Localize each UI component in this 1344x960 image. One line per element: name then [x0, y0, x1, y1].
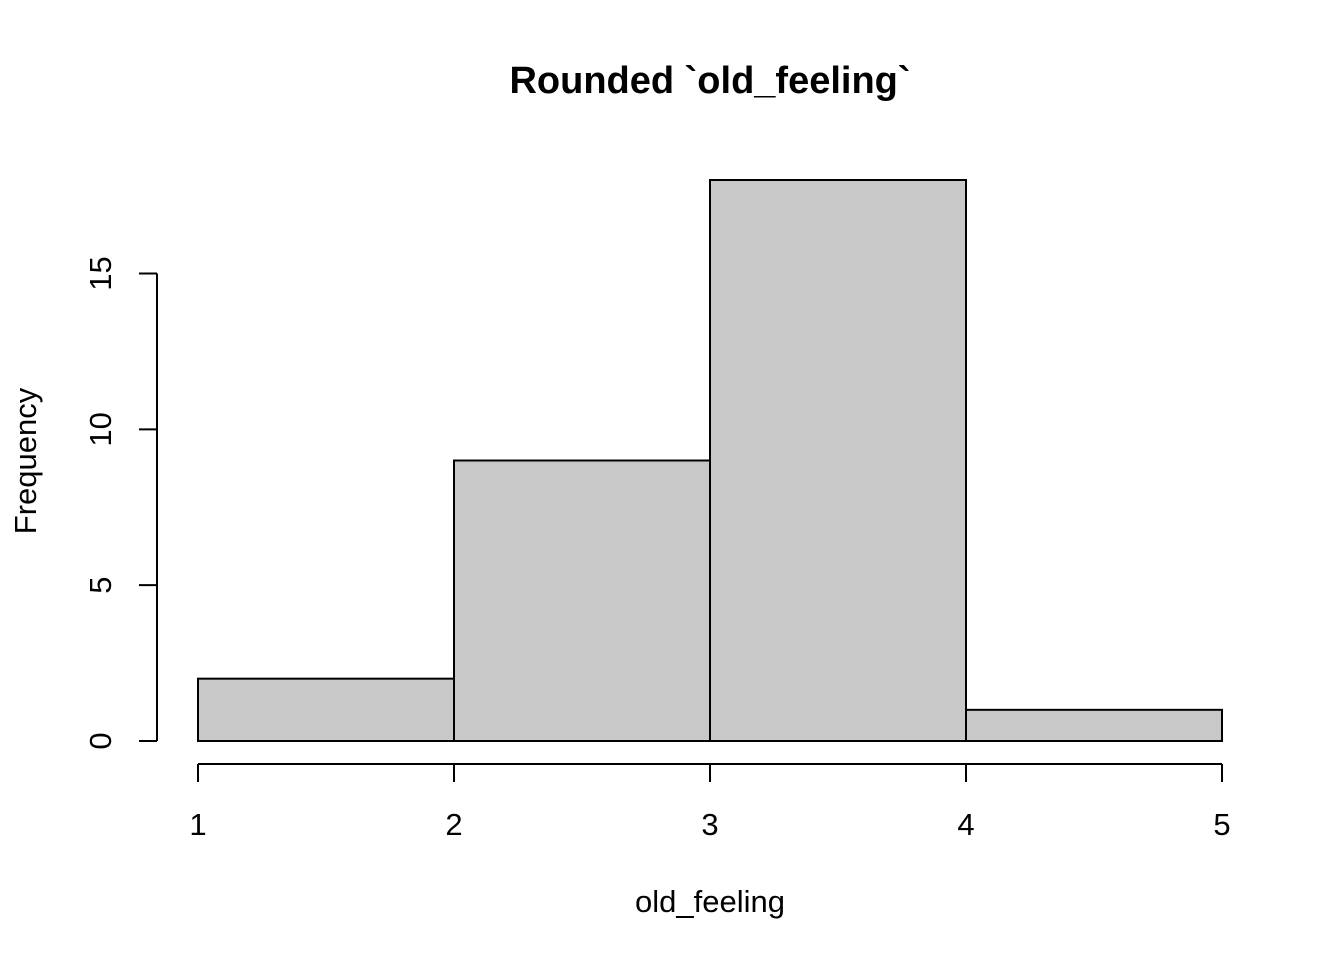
y-tick-label-5: 5	[83, 577, 118, 594]
x-tick-label-4: 4	[957, 807, 974, 842]
y-tick-label-10: 10	[83, 412, 118, 446]
histogram-bar-3	[709, 179, 967, 742]
x-axis-label: old_feeling	[635, 884, 785, 919]
x-tick-label-1: 1	[189, 807, 206, 842]
x-tick-label-5: 5	[1213, 807, 1230, 842]
chart-title: Rounded `old_feeling`	[509, 60, 910, 102]
y-tick-label-15: 15	[83, 256, 118, 290]
x-axis: 1 2 3 4 5	[189, 763, 1231, 842]
histogram-bar-4	[965, 708, 1223, 742]
histogram-bar-1	[197, 677, 455, 743]
y-axis-label: Frequency	[8, 387, 43, 534]
bars-group	[197, 179, 1223, 743]
y-tick-label-0: 0	[83, 732, 118, 749]
x-tick-label-2: 2	[445, 807, 462, 842]
y-axis: 0 5 10 15	[83, 256, 158, 750]
histogram-bar-2	[453, 459, 711, 742]
x-tick-label-3: 3	[701, 807, 718, 842]
